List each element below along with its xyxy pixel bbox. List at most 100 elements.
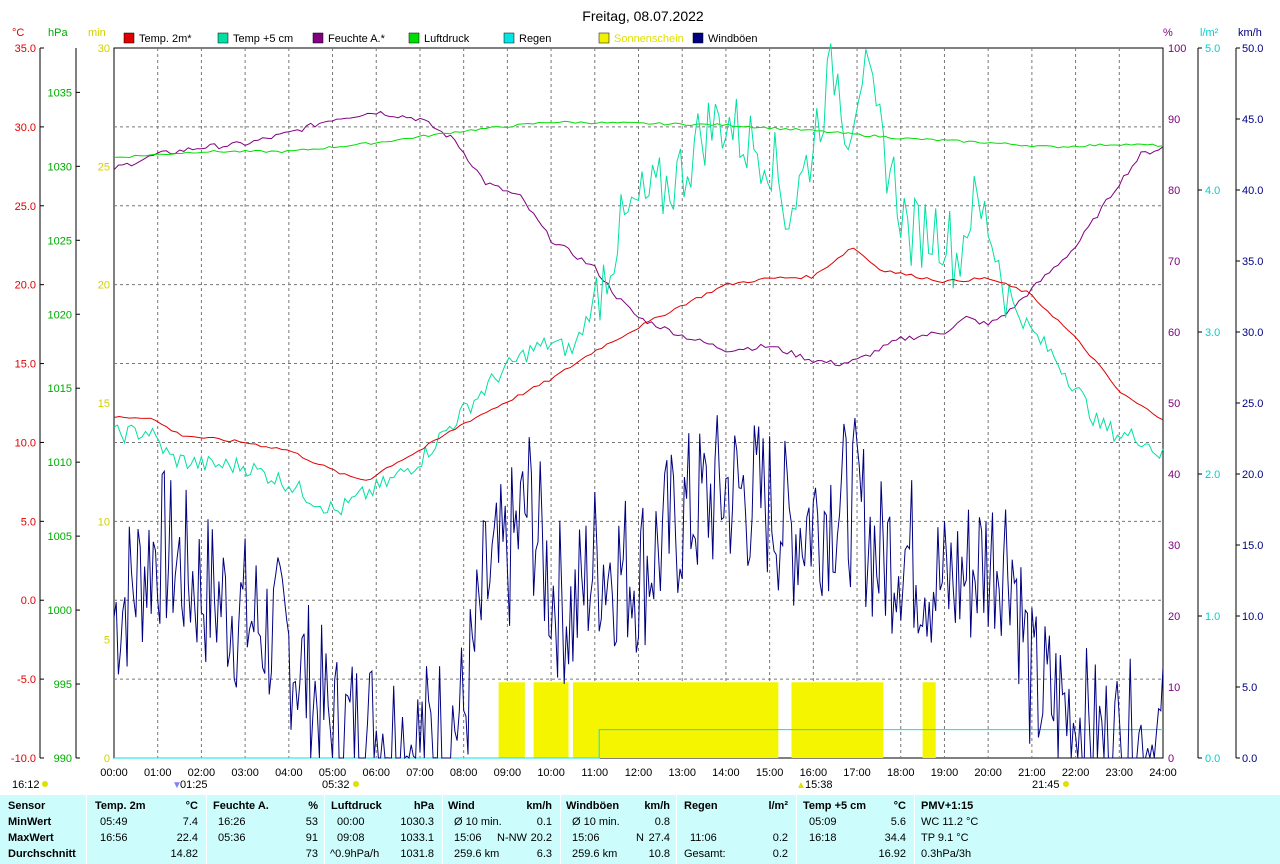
gust-avg10-value: 0.8 [654, 816, 670, 828]
humidity-tick: 10 [1168, 682, 1180, 694]
humidity-tick: 60 [1168, 327, 1180, 339]
x-tick: 14:00 [712, 767, 740, 779]
pmv-tp: TP 9.1 °C [921, 832, 969, 844]
sun-tick: 20 [98, 280, 110, 292]
press-avg-value: 1031.8 [400, 848, 434, 860]
rain-total-value: 0.2 [772, 848, 788, 860]
temp-tick: 15.0 [15, 359, 36, 371]
summary-separator [560, 795, 561, 864]
x-tick: 17:00 [843, 767, 871, 779]
t5-min-time: 05:09 [809, 816, 837, 828]
press-trend: ^0.9hPa/h [330, 848, 380, 860]
moonrise-label: 01:25 [180, 779, 208, 791]
header-wind: Wind [448, 800, 475, 812]
legend-label: Regen [519, 33, 551, 45]
header-temp: Temp. 2m [95, 800, 146, 812]
hum-max-time: 05:36 [218, 832, 246, 844]
legend-swatch [123, 32, 135, 44]
sunshine-bar [572, 682, 779, 758]
press-max-value: 1033.1 [400, 832, 434, 844]
sun-tick: 5 [104, 635, 110, 647]
series-lines [113, 43, 1164, 760]
gust-max-value: 27.4 [648, 832, 670, 844]
header-humidity-unit: % [308, 800, 318, 812]
header-pressure: Luftdruck [331, 800, 382, 812]
pressure-tick: 1030 [48, 161, 72, 173]
t5-max-value: 34.4 [884, 832, 906, 844]
temp-tick: -5.0 [17, 674, 36, 686]
left-axes: 35.0 30.0 25.0 20.0 15.0 10.0 5.0 0.0 -5.0 -10.0 1… [11, 43, 110, 765]
hum-avg-value: 73 [305, 848, 318, 860]
summary-separator [442, 795, 443, 864]
t5-max-time: 16:18 [809, 832, 837, 844]
gust-max-time: 15:06 [572, 832, 600, 844]
pressure-tick: 1035 [48, 87, 72, 99]
x-tick: 07:00 [406, 767, 434, 779]
temp-min-value: 7.4 [182, 816, 198, 828]
rain-tick: 1.0 [1205, 611, 1220, 623]
wind-avg10-label: Ø 10 min. [454, 816, 502, 828]
pmv-wc: WC 11.2 °C [921, 816, 979, 828]
legend-swatch [692, 32, 704, 44]
wind-tick: 30.0 [1242, 327, 1263, 339]
header-temp5-unit: °C [893, 800, 906, 812]
x-tick: 05:00 [319, 767, 347, 779]
wind-max-value: 20.2 [530, 832, 552, 844]
series-line [113, 120, 1164, 159]
sunshine-bar [791, 682, 884, 758]
series-line [113, 43, 1164, 516]
x-tick: 23:00 [1106, 767, 1134, 779]
legend-swatch [312, 32, 324, 44]
humidity-tick: 70 [1168, 256, 1180, 268]
legend-label: Temp +5 cm [233, 33, 293, 45]
legend-swatch [408, 32, 420, 44]
series-line [113, 415, 1164, 760]
rain-max-value: 0.2 [772, 832, 788, 844]
rain-tick: 0.0 [1205, 753, 1220, 765]
pressure-tick: 1025 [48, 235, 72, 247]
x-tick: 12:00 [625, 767, 653, 779]
sun-tick: 0 [104, 753, 110, 765]
header-pressure-unit: hPa [413, 800, 434, 812]
sun-tick: 10 [98, 516, 110, 528]
x-tick: 16:00 [800, 767, 828, 779]
pressure-tick: 995 [54, 679, 72, 691]
wind-tick: 20.0 [1242, 469, 1263, 481]
wind-tick: 35.0 [1242, 256, 1263, 268]
press-min-time: 00:00 [337, 816, 365, 828]
x-tick: 04:00 [275, 767, 303, 779]
header-humidity: Feuchte A. [213, 800, 269, 812]
header-sensor: Sensor [8, 800, 46, 812]
sunshine-bars [498, 682, 936, 758]
pressure-tick: 1015 [48, 383, 72, 395]
sunshine-bar [533, 682, 569, 758]
series-line [114, 729, 1163, 759]
series-line [113, 110, 1164, 367]
row-avg: Durchschnitt [8, 848, 76, 860]
wind-tick: 10.0 [1242, 611, 1263, 623]
temp-min-time: 05:49 [100, 816, 128, 828]
corner-time: 16:12 [12, 779, 40, 791]
sunshine-bar [498, 682, 525, 758]
wind-distance: 259.6 km [454, 848, 500, 860]
sunset-icon [1063, 781, 1069, 787]
x-tick: 02:00 [188, 767, 216, 779]
pressure-tick: 1010 [48, 457, 72, 469]
rain-tick: 5.0 [1205, 43, 1220, 55]
rain-total-label: Gesamt: [684, 848, 726, 860]
x-tick: 03:00 [231, 767, 259, 779]
press-max-time: 09:08 [337, 832, 365, 844]
temp-avg-value: 14.82 [170, 848, 198, 860]
temp-tick: 20.0 [15, 280, 36, 292]
rain-unit: l/m² [1200, 27, 1219, 39]
wind-tick: 25.0 [1242, 398, 1263, 410]
temp-max-time: 16:56 [100, 832, 128, 844]
humidity-tick: 50 [1168, 398, 1180, 410]
moonrise-icon: ▼ [172, 780, 182, 791]
legend-label: Luftdruck [424, 33, 470, 45]
legend-label: Temp. 2m* [139, 33, 192, 45]
header-temp-unit: °C [185, 800, 198, 812]
sunrise-icon [353, 781, 359, 787]
x-axis: 00:00 01:00 02:00 03:00 04:00 05:00 06:00 07:00… [100, 767, 1177, 779]
press-min-value: 1030.3 [400, 816, 434, 828]
